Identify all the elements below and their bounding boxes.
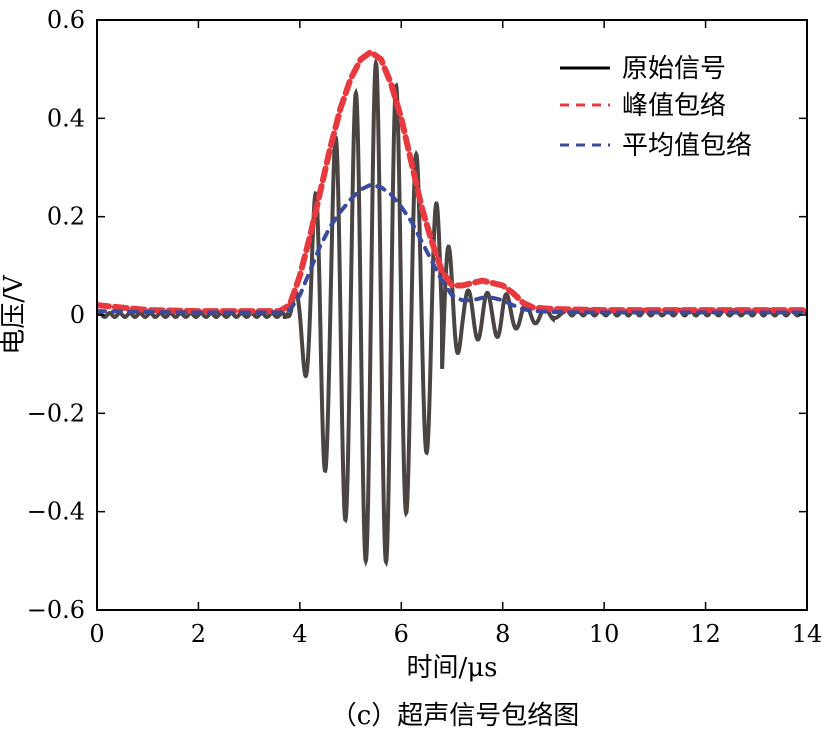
legend-label-peak: 峰值包络 <box>622 91 726 121</box>
x-tick-label: 12 <box>690 620 721 648</box>
y-tick-label: 0.6 <box>47 6 85 34</box>
series-layer <box>97 48 807 568</box>
x-tick-label: 2 <box>191 620 206 648</box>
x-tick-label: 0 <box>89 620 104 648</box>
figure-caption: （c）超声信号包络图 <box>331 701 580 731</box>
x-axis-label: 时间/μs <box>406 653 497 683</box>
legend-label-raw: 原始信号 <box>622 54 726 84</box>
ticks-layer: 0 2 4 6 8 10 12 14 −0.6 −0.4 −0.2 0 0.2 0.4 0.6 <box>27 6 823 648</box>
y-tick-label: 0 <box>70 301 85 329</box>
y-tick-label: −0.6 <box>27 596 85 624</box>
legend-label-mean: 平均值包络 <box>622 131 752 161</box>
x-tick-label: 4 <box>292 620 307 648</box>
y-tick-label: −0.2 <box>27 399 85 427</box>
series-mean-envelope <box>97 182 807 315</box>
legend: 原始信号 峰值包络 平均值包络 <box>560 54 752 161</box>
x-tick-label: 8 <box>495 620 510 648</box>
series-peak-envelope <box>97 48 807 315</box>
y-tick-label: −0.4 <box>27 498 85 526</box>
x-tick-label: 10 <box>589 620 620 648</box>
x-tick-label: 6 <box>394 620 409 648</box>
y-tick-label: 0.4 <box>47 104 85 132</box>
x-tick-label: 14 <box>792 620 823 648</box>
y-axis-label: 电压/V <box>0 274 29 355</box>
plot-area <box>97 48 807 568</box>
y-tick-label: 0.2 <box>47 203 85 231</box>
